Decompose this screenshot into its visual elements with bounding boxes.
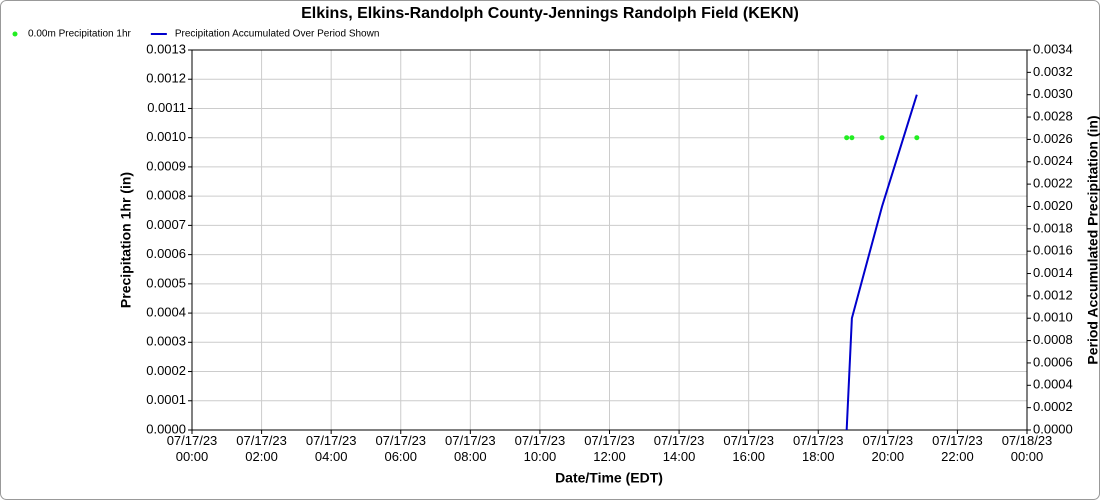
- data-point: [849, 135, 855, 141]
- x-tick-label: 07/17/23 18:00: [793, 433, 844, 464]
- legend-marker: [12, 31, 18, 37]
- x-axis-label: Date/Time (EDT): [555, 470, 663, 486]
- x-tick-label: 07/17/23 22:00: [932, 433, 983, 464]
- data-line: [845, 94, 918, 431]
- y2-tick-label: 0.0006: [1033, 354, 1073, 369]
- y2-tick-label: 0.0020: [1033, 198, 1073, 213]
- legend-label: 0.00m Precipitation 1hr: [28, 29, 132, 40]
- y-tick-label: 0.0012: [146, 71, 186, 86]
- y-tick-label: 0.0008: [146, 188, 186, 203]
- data-point: [879, 135, 885, 141]
- y2-axis-label: Period Accumulated Precipitation (in): [1085, 115, 1100, 364]
- y2-tick-label: 0.0018: [1033, 220, 1073, 235]
- x-tick-label: 07/17/23 12:00: [584, 433, 635, 464]
- y-tick-label: 0.0003: [146, 334, 186, 349]
- y2-tick-label: 0.0012: [1033, 287, 1073, 302]
- y2-tick-label: 0.0022: [1033, 176, 1073, 191]
- x-tick-label: 07/17/23 16:00: [723, 433, 774, 464]
- y-axis-label: Precipitation 1hr (in): [118, 172, 134, 308]
- x-tick-label: 07/17/23 14:00: [654, 433, 705, 464]
- y2-tick-label: 0.0024: [1033, 153, 1073, 168]
- y-tick-label: 0.0000: [146, 421, 186, 436]
- x-tick-label: 07/18/23 00:00: [1002, 433, 1053, 464]
- x-tick-label: 07/17/23 20:00: [863, 433, 914, 464]
- y2-tick-label: 0.0030: [1033, 86, 1073, 101]
- y-tick-label: 0.0004: [146, 305, 186, 320]
- y-tick-label: 0.0007: [146, 217, 186, 232]
- y2-tick-label: 0.0002: [1033, 399, 1073, 414]
- y2-tick-label: 0.0032: [1033, 64, 1073, 79]
- y-tick-label: 0.0005: [146, 275, 186, 290]
- x-tick-label: 07/17/23 04:00: [306, 433, 357, 464]
- plot-border: [191, 49, 1028, 431]
- x-tick-label: 07/17/23 06:00: [375, 433, 426, 464]
- y2-tick-label: 0.0028: [1033, 108, 1073, 123]
- y-tick-label: 0.0013: [146, 41, 186, 56]
- y2-tick-label: 0.0026: [1033, 131, 1073, 146]
- y-tick-label: 0.0002: [146, 363, 186, 378]
- y2-tick-label: 0.0010: [1033, 310, 1073, 325]
- x-tick-label: 07/17/23 10:00: [515, 433, 566, 464]
- y-tick-label: 0.0010: [146, 129, 186, 144]
- legend-label: Precipitation Accumulated Over Period Sh…: [175, 29, 380, 40]
- y2-tick-label: 0.0034: [1033, 41, 1073, 56]
- x-tick-label: 07/17/23 00:00: [167, 433, 218, 464]
- y-tick-label: 0.0011: [147, 100, 186, 115]
- y-tick-label: 0.0001: [146, 392, 186, 407]
- y-tick-label: 0.0009: [146, 158, 186, 173]
- y2-tick-label: 0.0016: [1033, 243, 1073, 258]
- y2-tick-label: 0.0008: [1033, 332, 1073, 347]
- y2-tick-label: 0.0004: [1033, 377, 1073, 392]
- chart-title: Elkins, Elkins-Randolph County-Jennings …: [301, 5, 799, 22]
- data-point: [914, 135, 920, 141]
- y-tick-label: 0.0006: [146, 246, 186, 261]
- data-point: [844, 135, 850, 141]
- x-tick-label: 07/17/23 02:00: [236, 433, 287, 464]
- y2-tick-label: 0.0000: [1033, 421, 1073, 436]
- y2-tick-label: 0.0014: [1033, 265, 1073, 280]
- x-tick-label: 07/17/23 08:00: [445, 433, 496, 464]
